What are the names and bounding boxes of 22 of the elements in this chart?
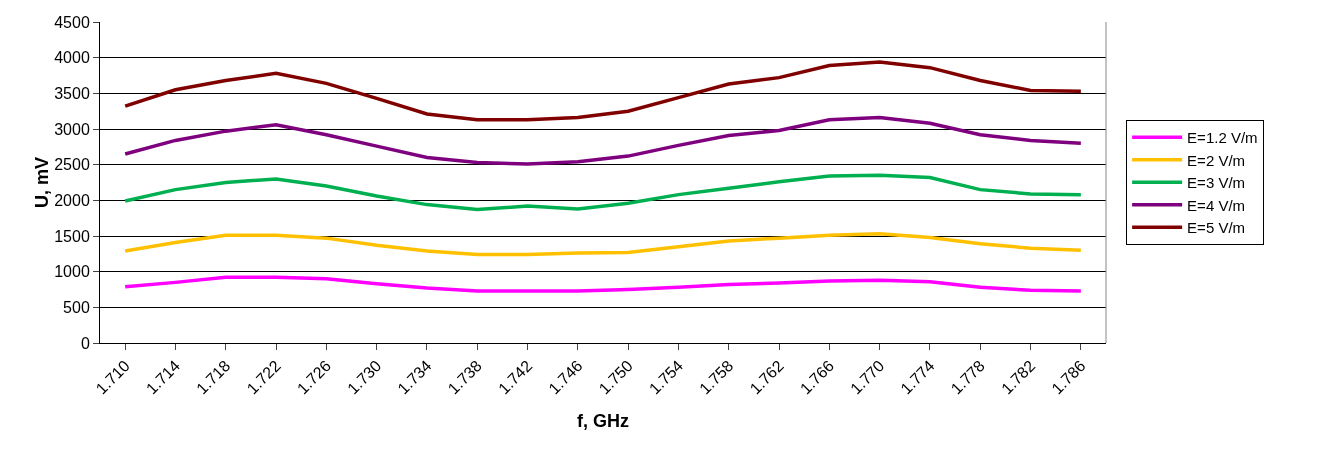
y-tick-label: 0 — [80, 334, 90, 352]
legend-label: E=3 V/m — [1187, 174, 1246, 192]
legend-label: E=2 V/m — [1187, 151, 1246, 169]
y-tick-label: 500 — [63, 298, 90, 316]
legend-label: E=5 V/m — [1187, 219, 1246, 237]
y-tick-label: 4000 — [54, 49, 90, 67]
y-tick-label: 2000 — [54, 191, 90, 209]
legend-label: E=1.2 V/m — [1187, 129, 1258, 147]
y-tick-label: 1500 — [54, 227, 90, 245]
y-tick-label: 4500 — [54, 13, 90, 31]
line-series — [123, 173, 1083, 212]
x-axis-title: f, GHz — [577, 411, 629, 432]
line-series — [123, 115, 1083, 166]
y-tick-label: 3500 — [54, 84, 90, 102]
y-tick-label: 1000 — [54, 263, 90, 281]
line-series — [123, 275, 1083, 293]
y-axis-title: U, mV — [32, 156, 53, 209]
y-tick-label: 3000 — [54, 120, 90, 138]
legend-label: E=4 V/m — [1187, 196, 1246, 214]
line-series — [123, 60, 1083, 122]
y-tick-label: 2500 — [54, 156, 90, 174]
line-series — [123, 232, 1083, 257]
